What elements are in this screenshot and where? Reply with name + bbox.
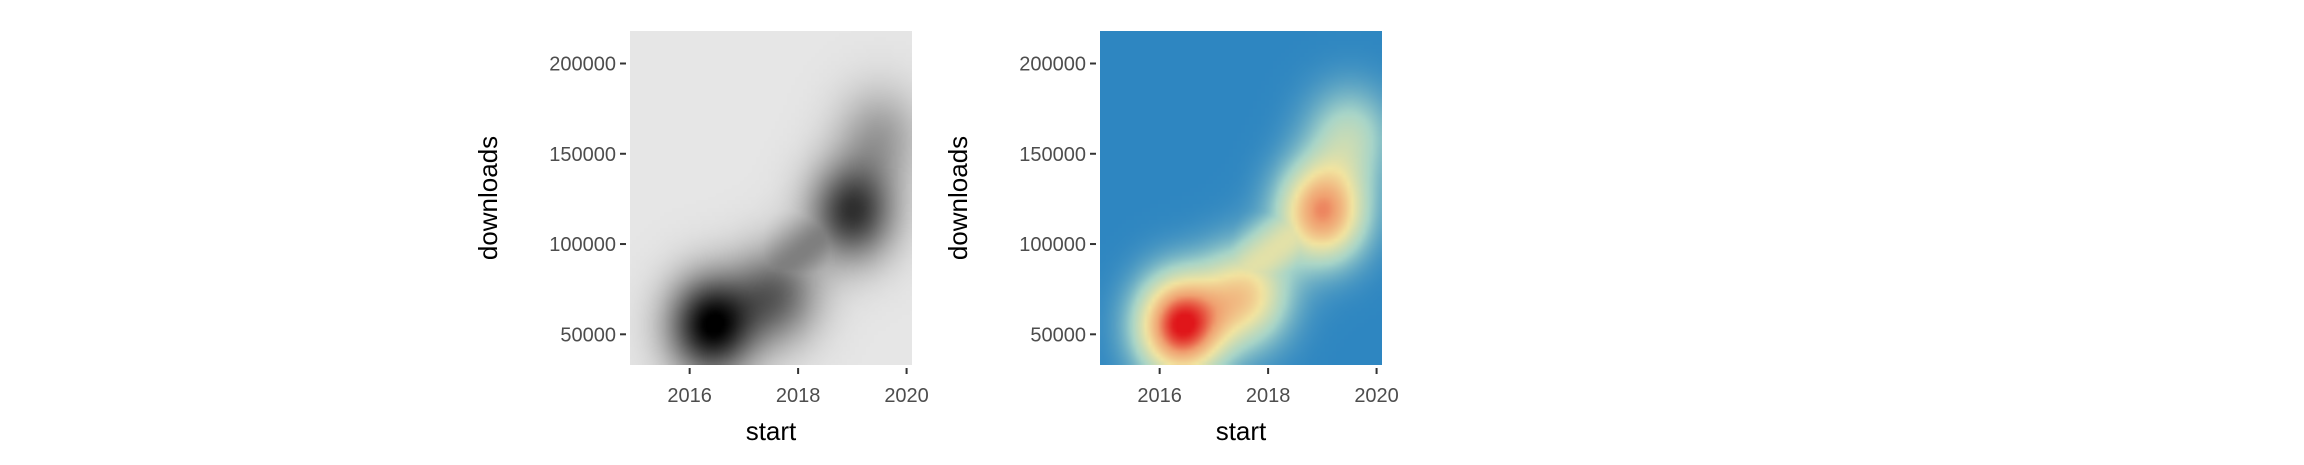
y-tick-label: 50000 xyxy=(1030,324,1086,346)
y-tick-label: 200000 xyxy=(1019,53,1086,75)
x-axis-title: start xyxy=(746,416,797,446)
y-tick-label: 100000 xyxy=(549,234,616,256)
x-tick-label: 2018 xyxy=(776,385,821,407)
y-tick-label: 150000 xyxy=(1019,144,1086,166)
chart-panel-1: 50000 100000 150000 200000 2016 2018 2020 start… xyxy=(473,31,929,446)
density-raster xyxy=(630,31,912,365)
y-axis-title: downloads xyxy=(943,136,973,260)
y-tick-label: 100000 xyxy=(1019,234,1086,256)
density-raster xyxy=(1100,31,1382,365)
y-tick-label: 50000 xyxy=(560,324,616,346)
chart-panel-2: 50000 100000 150000 200000 2016 2018 2020 start… xyxy=(943,31,1399,446)
x-tick-label: 2018 xyxy=(1246,385,1291,407)
y-axis-title: downloads xyxy=(473,136,503,260)
x-tick-label: 2016 xyxy=(667,385,712,407)
x-axis-title: start xyxy=(1216,416,1267,446)
y-tick-label: 200000 xyxy=(549,53,616,75)
x-tick-label: 2020 xyxy=(1354,385,1399,407)
x-tick-label: 2020 xyxy=(884,385,929,407)
y-tick-label: 150000 xyxy=(549,144,616,166)
x-tick-label: 2016 xyxy=(1137,385,1182,407)
